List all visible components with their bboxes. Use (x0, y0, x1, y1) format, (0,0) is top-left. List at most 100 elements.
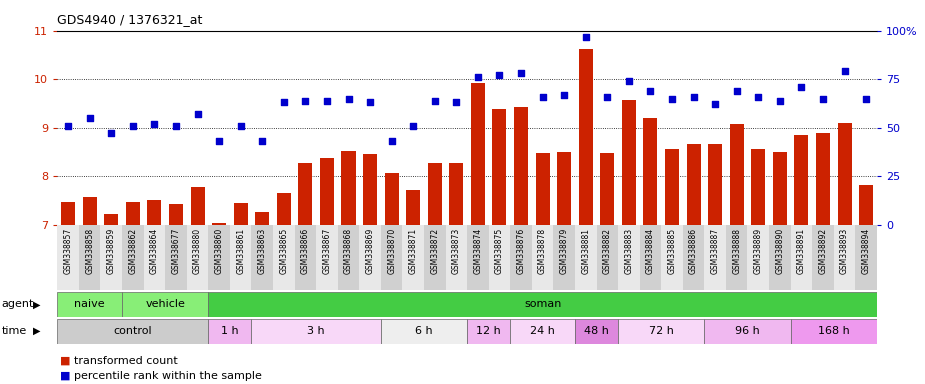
Bar (514, 107, 528, 225)
Text: GSM338858: GSM338858 (85, 228, 94, 274)
Bar (816, 134, 830, 225)
Point (622, 78, 636, 84)
Text: ▶: ▶ (33, 326, 41, 336)
Point (449, 99, 463, 106)
Text: GSM338885: GSM338885 (668, 228, 676, 274)
Text: GSM338677: GSM338677 (171, 228, 180, 274)
Text: GSM338863: GSM338863 (258, 228, 266, 274)
Bar (575, 319, 618, 344)
Text: GSM338892: GSM338892 (819, 228, 828, 274)
Bar (294, 225, 316, 290)
Bar (833, 225, 856, 290)
Bar (640, 225, 661, 290)
Bar (230, 225, 252, 290)
Point (363, 99, 377, 106)
Text: 72 h: 72 h (648, 326, 673, 336)
Text: GSM338857: GSM338857 (64, 228, 73, 274)
Bar (618, 319, 704, 344)
Bar (467, 319, 511, 344)
Bar (704, 225, 726, 290)
Bar (511, 319, 575, 344)
Text: GSM338893: GSM338893 (840, 228, 849, 274)
Bar (600, 153, 614, 225)
Bar (341, 151, 355, 225)
Bar (169, 204, 183, 225)
Bar (553, 225, 575, 290)
Text: GSM338878: GSM338878 (538, 228, 547, 274)
Text: GSM338859: GSM338859 (106, 228, 116, 274)
Point (277, 99, 291, 106)
Bar (208, 225, 230, 290)
Text: GSM338891: GSM338891 (797, 228, 806, 274)
Text: time: time (2, 326, 27, 336)
Bar (661, 225, 683, 290)
Bar (212, 223, 226, 225)
Point (513, 70, 528, 76)
Text: GSM338873: GSM338873 (451, 228, 461, 274)
Bar (730, 124, 744, 225)
Bar (61, 202, 75, 225)
Bar (726, 225, 747, 290)
Point (298, 98, 313, 104)
Text: ▶: ▶ (33, 299, 41, 310)
Bar (126, 202, 140, 225)
Point (61, 122, 76, 129)
Point (557, 92, 572, 98)
Point (212, 138, 227, 144)
Bar (273, 225, 294, 290)
Point (664, 96, 679, 102)
Bar (166, 225, 187, 290)
Point (578, 33, 593, 40)
Point (643, 88, 658, 94)
Text: GSM338876: GSM338876 (516, 228, 525, 274)
Text: 96 h: 96 h (735, 326, 759, 336)
Bar (446, 225, 467, 290)
Text: 1 h: 1 h (221, 326, 239, 336)
Point (837, 68, 852, 74)
Bar (665, 149, 679, 225)
Bar (795, 135, 808, 225)
Point (686, 94, 701, 100)
Bar (751, 149, 765, 225)
Bar (511, 225, 532, 290)
Point (384, 138, 399, 144)
Text: 168 h: 168 h (818, 326, 850, 336)
Text: 3 h: 3 h (307, 326, 325, 336)
Text: GSM338884: GSM338884 (646, 228, 655, 274)
Point (772, 98, 787, 104)
Text: GDS4940 / 1376321_at: GDS4940 / 1376321_at (57, 13, 203, 26)
Text: GSM338881: GSM338881 (581, 228, 590, 274)
Text: GSM338890: GSM338890 (775, 228, 784, 274)
Point (536, 94, 550, 100)
Bar (143, 225, 166, 290)
Text: GSM338894: GSM338894 (861, 228, 870, 274)
Point (406, 122, 421, 129)
Bar (450, 163, 463, 225)
Bar (316, 225, 338, 290)
Point (191, 111, 205, 117)
Text: GSM338888: GSM338888 (733, 228, 741, 274)
Text: 24 h: 24 h (530, 326, 555, 336)
Text: GSM338880: GSM338880 (193, 228, 202, 274)
Text: GSM338871: GSM338871 (409, 228, 418, 274)
Bar (773, 152, 787, 225)
Bar (859, 185, 873, 225)
Text: GSM338867: GSM338867 (323, 228, 331, 274)
Point (82, 115, 97, 121)
Bar (427, 163, 442, 225)
Bar (492, 109, 507, 225)
Bar (191, 187, 204, 225)
Bar (234, 203, 248, 225)
Text: GSM338864: GSM338864 (150, 228, 159, 274)
Text: GSM338879: GSM338879 (560, 228, 569, 274)
Point (319, 98, 334, 104)
Bar (406, 190, 420, 225)
Bar (791, 319, 877, 344)
Text: GSM338870: GSM338870 (388, 228, 396, 274)
Bar (597, 225, 618, 290)
Bar (837, 123, 852, 225)
Bar (812, 225, 833, 290)
Bar (579, 49, 593, 225)
Text: GSM338882: GSM338882 (603, 228, 611, 274)
Bar (57, 225, 79, 290)
